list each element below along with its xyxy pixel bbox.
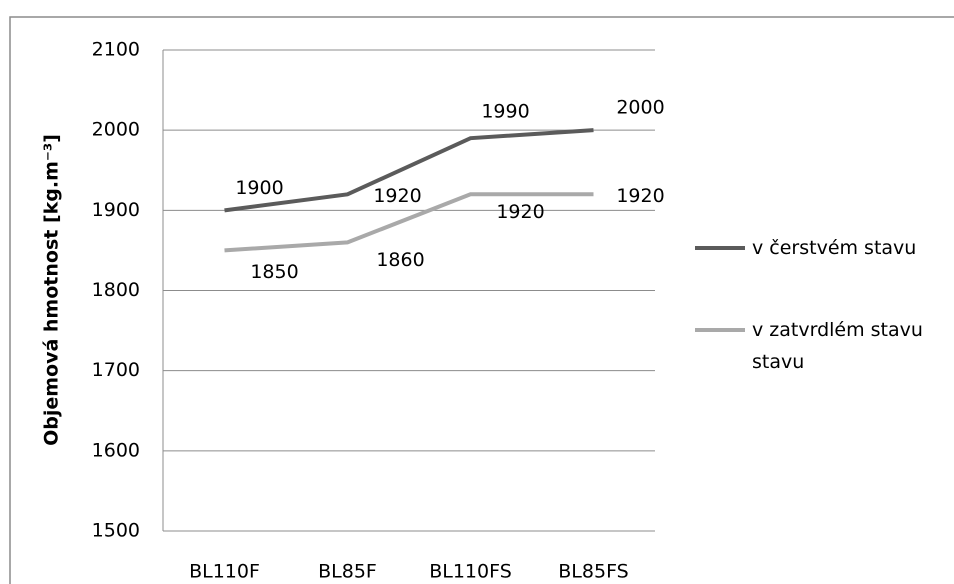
x-tick-label: BL85F (318, 561, 377, 583)
x-tick-label: BL110FS (429, 561, 512, 583)
data-label: 1900 (235, 177, 283, 199)
legend-label: v čerstvém stavu (752, 237, 917, 259)
data-label: 1920 (616, 185, 664, 207)
data-label: 1920 (496, 201, 544, 223)
data-label: 1850 (250, 261, 298, 283)
legend-label: v zatvrdlém stavu stavu (752, 319, 923, 373)
x-tick-label: BL85FS (558, 561, 628, 583)
data-label: 1920 (373, 185, 421, 207)
data-label: 1860 (376, 249, 424, 271)
y-tick-label: 1500 (92, 520, 140, 542)
data-label: 2000 (616, 97, 664, 119)
y-tick-label: 2100 (92, 39, 140, 61)
chart-border (9, 16, 954, 584)
y-axis-label: Objemová hmotnost [kg.m⁻³] (41, 134, 63, 446)
line-series (224, 128, 594, 213)
data-label: 1990 (481, 101, 529, 123)
y-tick-label: 1600 (92, 439, 140, 461)
y-tick-label: 2000 (92, 119, 140, 141)
y-tick-label: 1800 (92, 279, 140, 301)
y-tick-label: 1900 (92, 199, 140, 221)
y-tick-label: 1700 (92, 359, 140, 381)
line-series (224, 192, 594, 253)
x-tick-label: BL110F (189, 561, 260, 583)
